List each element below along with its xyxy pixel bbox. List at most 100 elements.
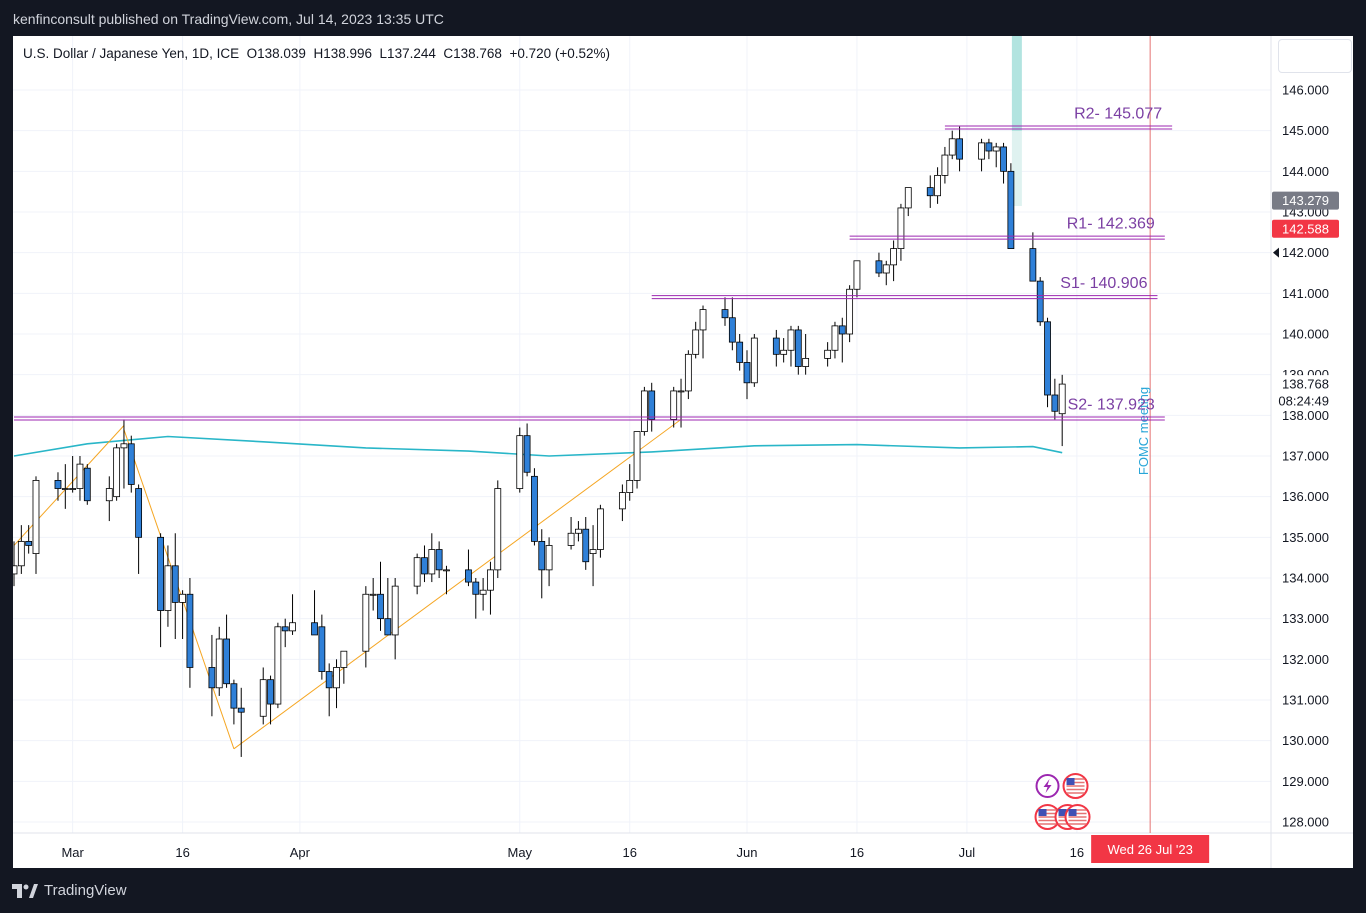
candle-body — [179, 593, 186, 603]
flag-canton — [1038, 809, 1047, 816]
fomc-event-label: FOMC meeting — [1136, 387, 1151, 475]
price-badge-text: 142.588 — [1282, 221, 1329, 236]
price-chart[interactable]: FOMC meeting R2- 145.077 R1- 142.369 S1- 14… — [13, 36, 1353, 868]
candle-body — [17, 540, 25, 567]
candle-body — [171, 565, 179, 603]
candles — [13, 126, 1066, 757]
candle-body — [61, 488, 69, 490]
support-resistance-levels: R2- 145.077 R1- 142.369 S1- 140.906 S2- 137… — [14, 106, 1173, 421]
flag-canton — [1058, 809, 1067, 816]
scale-settings-box[interactable] — [1278, 39, 1352, 73]
price-badge-text: 138.768 — [1282, 377, 1329, 392]
candle-body — [69, 488, 77, 490]
candle-body — [721, 309, 729, 319]
candle-body — [728, 317, 736, 343]
price-tick-label: 134.000 — [1282, 571, 1329, 586]
time-tick-label: 16 — [1070, 845, 1084, 860]
candle-body — [259, 679, 267, 717]
candle-body — [882, 264, 890, 274]
candle-body — [135, 488, 143, 538]
price-tick-label: 144.000 — [1282, 164, 1329, 179]
time-tick-label: Mar — [61, 845, 84, 860]
candle-body — [626, 479, 634, 493]
open-value: O138.039 — [246, 46, 306, 61]
event-flag-4 — [1064, 804, 1091, 830]
price-tick-label: 136.000 — [1282, 489, 1329, 504]
price-badge-countdown — [1272, 392, 1339, 411]
candle-body — [157, 536, 165, 611]
price-tick-label: 129.000 — [1282, 774, 1329, 789]
candle-body — [267, 679, 274, 705]
candle-body — [978, 142, 985, 160]
candle-body — [413, 557, 421, 587]
candle-body — [164, 565, 172, 611]
candle-body — [589, 549, 597, 554]
candle-body — [369, 593, 377, 596]
candle-body — [853, 260, 861, 290]
price-tick-label: 135.000 — [1282, 530, 1329, 545]
price-tick-label: 132.000 — [1282, 652, 1329, 667]
event-date-text: Wed 26 Jul '23 — [1107, 842, 1192, 857]
candle-body — [1036, 280, 1044, 323]
candle-body — [340, 650, 348, 668]
candle-body — [325, 671, 333, 689]
candle-body — [443, 569, 450, 572]
candle-body — [567, 532, 575, 546]
candle-body — [538, 540, 546, 571]
candle-body — [750, 337, 758, 384]
price-tick-label: 146.000 — [1282, 83, 1329, 98]
lightning-event — [1035, 774, 1060, 798]
candle-body — [487, 569, 494, 591]
trendline-2 — [123, 429, 235, 749]
candle-body — [582, 528, 590, 563]
candle-body — [846, 288, 854, 335]
candle-body — [120, 443, 128, 449]
price-axis: 146.000145.000144.000143.000142.000141.0… — [1282, 83, 1329, 830]
candle-body — [274, 626, 282, 705]
candle-body — [794, 329, 802, 367]
price-badge-gray — [1272, 191, 1339, 210]
tradingview-logo[interactable]: TradingView — [12, 882, 127, 899]
candle-body — [670, 390, 678, 420]
time-tick-label: May — [507, 845, 532, 860]
price-badge-text: 08:24:49 — [1278, 394, 1329, 409]
candle-body — [384, 618, 392, 636]
candle-body — [1007, 170, 1015, 249]
candle-body — [1058, 383, 1066, 415]
candle-body — [992, 146, 1000, 152]
price-tick-label: 145.000 — [1282, 123, 1329, 138]
candle-body — [333, 667, 340, 689]
candle-body — [516, 435, 524, 489]
candle-body — [523, 435, 531, 473]
candle-body — [597, 508, 604, 550]
candle-body — [479, 589, 487, 595]
event-flag-2 — [1034, 804, 1061, 830]
candle-body — [435, 549, 443, 571]
price-tick-label: 142.000 — [1282, 245, 1329, 260]
flag-canton — [1066, 778, 1075, 785]
level-label: S2- 137.923 — [1068, 396, 1155, 413]
candle-body — [831, 325, 839, 351]
candle-body — [948, 138, 956, 156]
candle-body — [787, 329, 795, 351]
publisher-bar: kenfinconsult published on TradingView.c… — [0, 0, 1366, 36]
candle-body — [428, 549, 436, 575]
low-value: L137.244 — [379, 46, 436, 61]
candle-body — [956, 138, 963, 160]
candle-body — [618, 492, 626, 510]
level-label: S1- 140.906 — [1060, 275, 1147, 292]
candle-body — [904, 187, 912, 209]
candle-body — [186, 593, 194, 668]
time-tick-label: Jun — [737, 845, 758, 860]
price-tick-label: 133.000 — [1282, 611, 1329, 626]
time-tick-label: 16 — [622, 845, 636, 860]
candle-body — [575, 528, 582, 534]
candle-body — [545, 545, 553, 571]
high-value: H138.996 — [313, 46, 373, 61]
candle-body — [890, 248, 897, 266]
trendline-1 — [13, 425, 125, 546]
candle-body — [113, 447, 121, 498]
highlight-band-fade — [1011, 131, 1022, 206]
chart-panel[interactable]: FOMC meeting R2- 145.077 R1- 142.369 S1- 14… — [13, 36, 1353, 868]
price-badge-text: 143.279 — [1282, 193, 1329, 208]
